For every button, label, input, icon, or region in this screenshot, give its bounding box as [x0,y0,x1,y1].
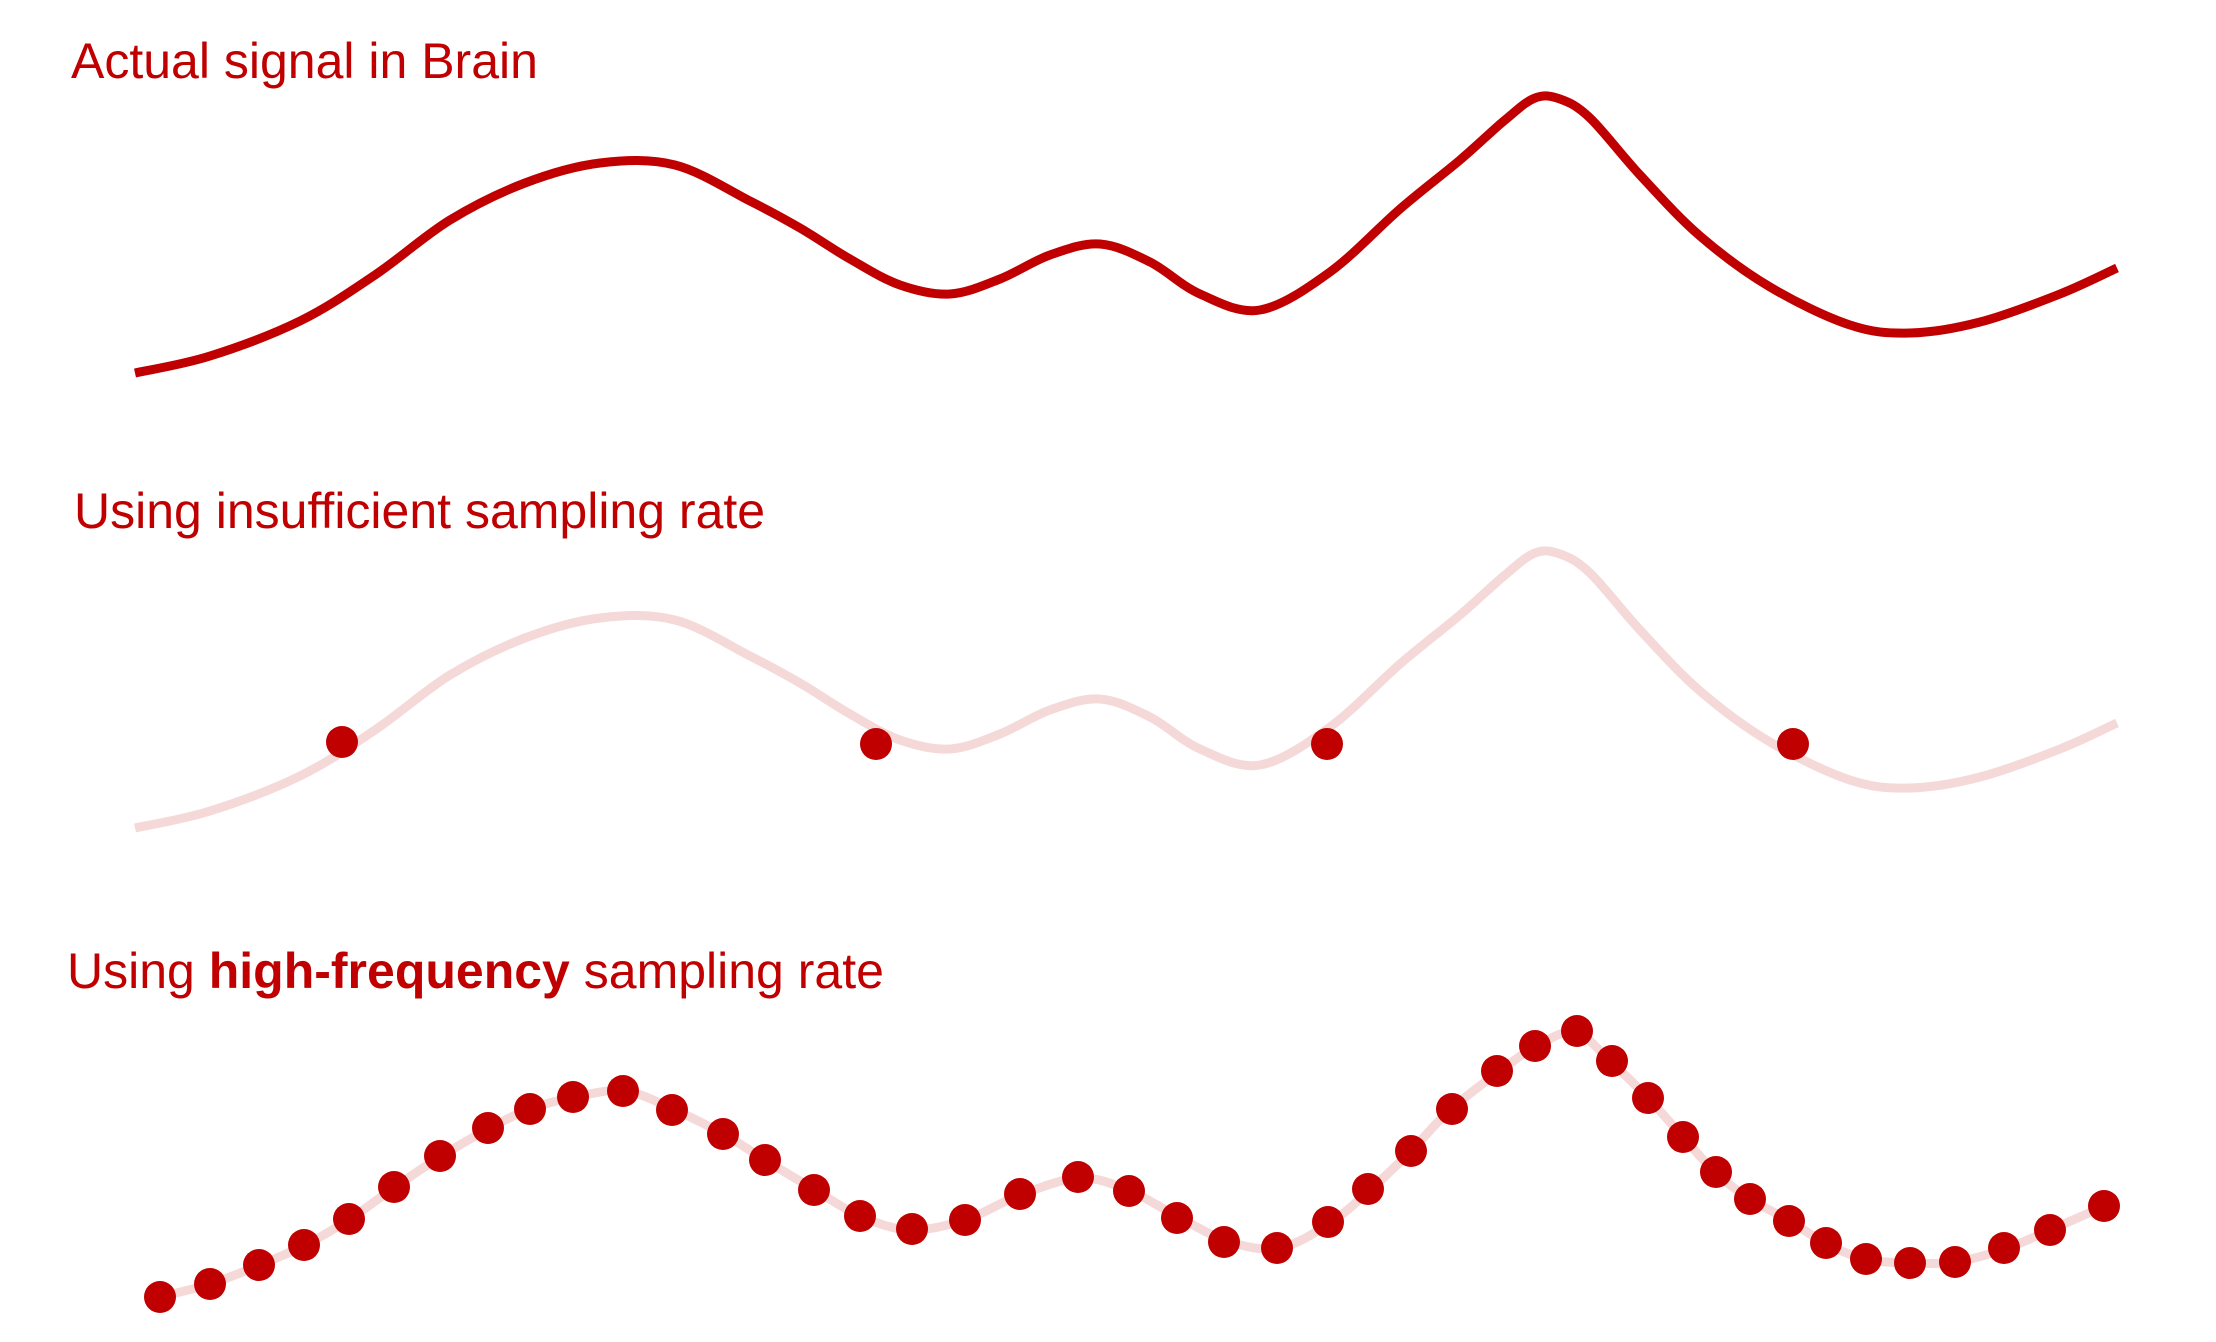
sparse-sample-points [326,726,1809,760]
sample-point [707,1118,739,1150]
sample-point [1773,1205,1805,1237]
sample-point [424,1140,456,1172]
sample-point [949,1204,981,1236]
panel-3-title-prefix: Using [67,943,209,999]
actual-signal-curve [134,91,2119,378]
sample-point [1596,1045,1628,1077]
sample-point [1939,1246,1971,1278]
panel-high-frequency-sampling [144,1015,2120,1313]
sample-point [194,1268,226,1300]
dense-sample-points [144,1015,2120,1313]
sample-point [1777,728,1809,760]
sample-point [1519,1030,1551,1062]
sample-point [1481,1055,1513,1087]
sample-point [1113,1175,1145,1207]
sample-point [2088,1190,2120,1222]
panel-3-title-emphasis: high-frequency [208,943,570,999]
sample-point [1161,1202,1193,1234]
sample-point [656,1094,688,1126]
sample-point [1667,1121,1699,1153]
sample-point [144,1281,176,1313]
sample-point [1850,1243,1882,1275]
sample-point [1208,1226,1240,1258]
sample-point [896,1213,928,1245]
panel-2-title: Using insufficient sampling rate [74,483,766,539]
faint-signal-curve [134,546,2119,833]
sample-point [1632,1082,1664,1114]
sample-point [288,1229,320,1261]
sample-point [1004,1178,1036,1210]
sample-point [1700,1156,1732,1188]
panel-3-title-suffix: sampling rate [569,943,884,999]
sample-point [1312,1206,1344,1238]
sample-point [1988,1232,2020,1264]
panel-insufficient-sampling [134,546,2119,833]
sample-point [326,726,358,758]
sample-point [1261,1232,1293,1264]
panel-3-title: Using high-frequency sampling rate [67,946,884,996]
sample-point [1062,1161,1094,1193]
sample-point [607,1075,639,1107]
sample-point [333,1203,365,1235]
panel-actual-signal [134,91,2119,378]
sample-point [860,728,892,760]
sample-point [1436,1093,1468,1125]
panel-1-title: Actual signal in Brain [71,33,538,89]
sample-point [1894,1247,1926,1279]
sample-point [844,1200,876,1232]
sample-point [749,1144,781,1176]
sample-point [1311,728,1343,760]
sample-point [557,1081,589,1113]
sample-point [514,1093,546,1125]
sample-point [1810,1227,1842,1259]
sample-point [1561,1015,1593,1047]
sample-point [798,1174,830,1206]
sample-point [472,1112,504,1144]
sample-point [2034,1214,2066,1246]
sample-point [378,1171,410,1203]
sample-point [1352,1173,1384,1205]
sample-point [243,1249,275,1281]
sample-point [1734,1183,1766,1215]
sample-point [1395,1135,1427,1167]
